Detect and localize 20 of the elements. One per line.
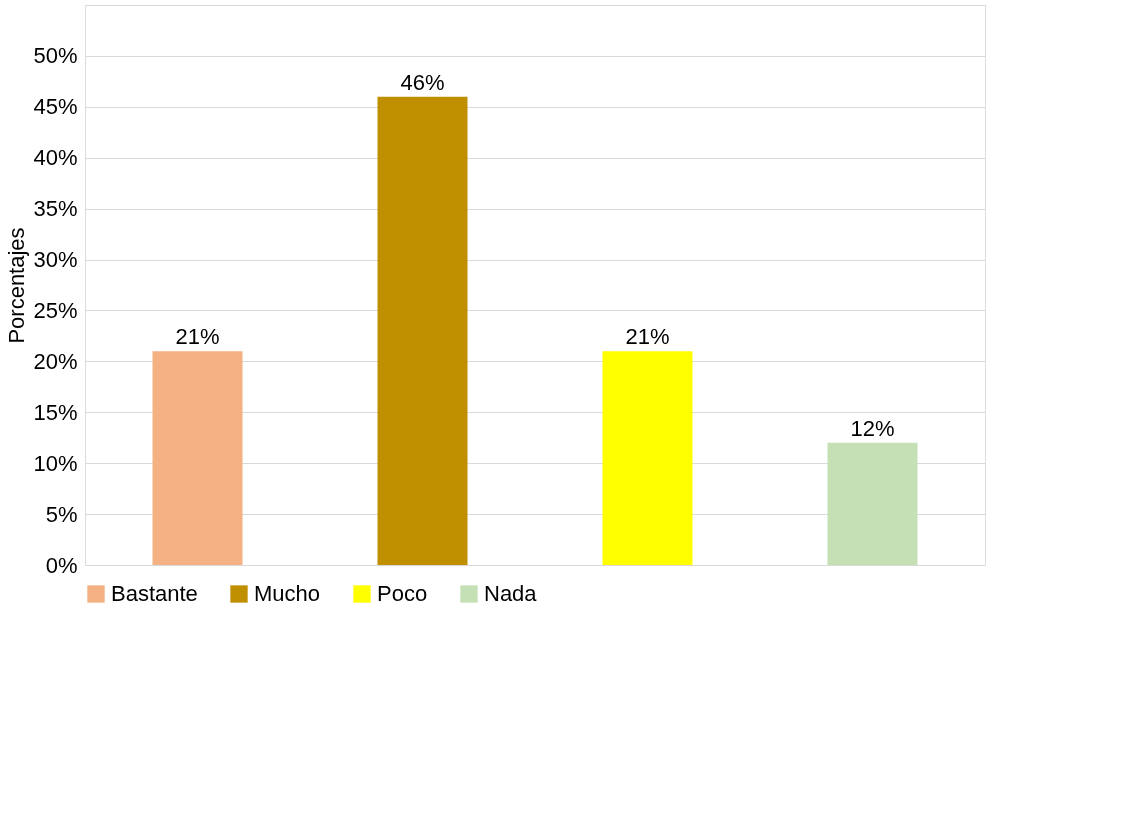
y-tick-label: 10% [33,450,78,476]
data-label: 12% [850,415,895,441]
legend-label: Nada [484,581,538,606]
legend-label: Poco [377,581,428,606]
y-tick-label: 45% [33,94,78,120]
data-label: 21% [175,324,220,350]
y-tick-label: 35% [33,196,78,222]
legend-label: Bastante [111,581,198,606]
y-tick-label: 30% [33,247,78,273]
y-tick-label: 15% [33,399,78,425]
data-label: 46% [400,69,445,95]
data-label: 21% [625,324,670,350]
y-tick-label: 40% [33,145,78,171]
y-tick-label: 25% [33,297,78,323]
legend-label: Mucho [254,581,321,606]
y-tick-label: 50% [33,43,78,69]
y-tick-label: 5% [45,501,78,527]
y-tick-label: 20% [33,348,78,374]
y-axis-title: Porcentajes [4,227,30,344]
y-tick-label: 0% [45,552,78,578]
